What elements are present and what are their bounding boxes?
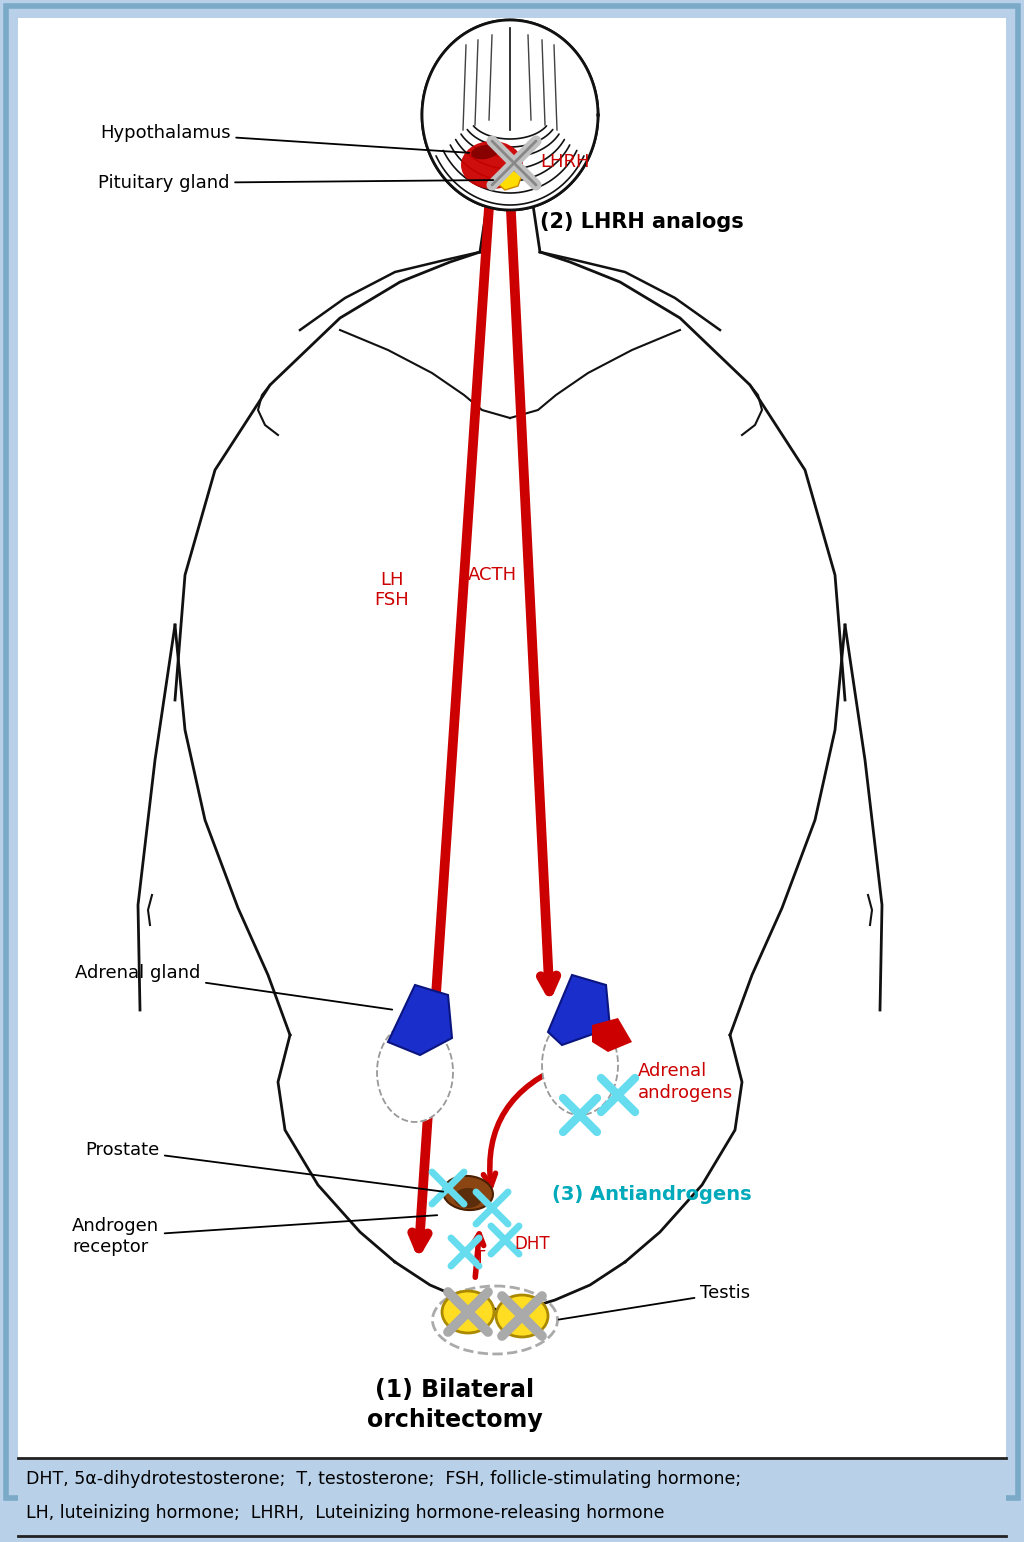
Text: T: T (475, 1249, 485, 1268)
Text: Hypothalamus: Hypothalamus (100, 123, 469, 153)
Text: LHRH: LHRH (540, 153, 590, 171)
Polygon shape (548, 975, 610, 1045)
Ellipse shape (461, 140, 523, 190)
Text: Prostate: Prostate (85, 1141, 443, 1192)
Text: DHT, 5α-dihydrotestosterone;  T, testosterone;  FSH, follicle-stimulating hormon: DHT, 5α-dihydrotestosterone; T, testoste… (26, 1470, 741, 1488)
Ellipse shape (454, 1187, 482, 1207)
Text: (2) LHRH analogs: (2) LHRH analogs (540, 211, 743, 231)
Text: LH
FSH: LH FSH (375, 571, 410, 609)
Text: LH, luteinizing hormone;  LHRH,  Luteinizing hormone-releasing hormone: LH, luteinizing hormone; LHRH, Luteinizi… (26, 1503, 665, 1522)
Text: Pituitary gland: Pituitary gland (98, 174, 494, 193)
Polygon shape (498, 170, 522, 190)
Text: Androgen
receptor: Androgen receptor (72, 1215, 437, 1257)
Polygon shape (377, 1022, 453, 1123)
Text: Adrenal
androgens: Adrenal androgens (638, 1062, 733, 1103)
Text: (1) Bilateral
orchitectomy: (1) Bilateral orchitectomy (368, 1379, 543, 1431)
Ellipse shape (471, 145, 499, 159)
Text: ACTH: ACTH (467, 566, 516, 584)
Text: DHT: DHT (514, 1235, 550, 1254)
Ellipse shape (442, 1291, 494, 1332)
Text: Adrenal gland: Adrenal gland (75, 964, 392, 1010)
Text: (3) Antiandrogens: (3) Antiandrogens (552, 1186, 752, 1204)
Ellipse shape (496, 1295, 548, 1337)
Ellipse shape (422, 20, 598, 210)
Polygon shape (542, 1015, 618, 1115)
Text: Testis: Testis (559, 1284, 751, 1320)
Polygon shape (592, 1018, 632, 1052)
Bar (18, 1459, 1006, 1542)
Polygon shape (388, 985, 452, 1055)
Ellipse shape (443, 1177, 493, 1210)
